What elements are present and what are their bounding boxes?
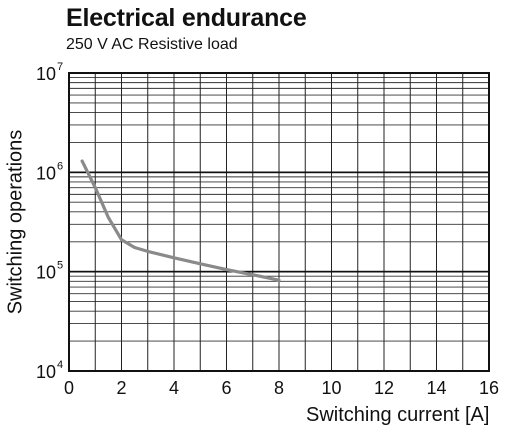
- chart-title: Electrical endurance: [66, 4, 307, 32]
- x-tick-label: 16: [479, 378, 499, 398]
- x-axis-label: Switching current [A]: [306, 404, 490, 426]
- x-tick-label: 4: [169, 378, 179, 398]
- y-tick-exponent: 7: [57, 61, 63, 73]
- x-tick-label: 2: [116, 378, 126, 398]
- y-tick-label: 10: [36, 163, 56, 183]
- y-tick-label: 10: [36, 362, 56, 382]
- x-tick-label: 6: [221, 378, 231, 398]
- y-tick-label: 10: [36, 263, 56, 283]
- y-tick-exponent: 4: [57, 359, 63, 371]
- series-line-0: [80, 159, 281, 282]
- series-layer: [80, 159, 281, 282]
- chart-subtitle: 250 V AC Resistive load: [66, 36, 238, 53]
- grid-major: [68, 72, 490, 372]
- x-tick-label: 0: [64, 378, 74, 398]
- x-tick-label: 12: [374, 378, 394, 398]
- y-tick-exponent: 5: [57, 260, 63, 272]
- x-tick-label: 8: [274, 378, 284, 398]
- x-tick-label: 10: [321, 378, 341, 398]
- y-tick-exponent: 6: [57, 160, 63, 172]
- x-tick-labels: 0 2 4 6 8 10 12 14 16: [64, 378, 499, 398]
- y-tick-label: 10: [36, 64, 56, 84]
- plot-frame: [68, 72, 490, 372]
- x-tick-label: 14: [426, 378, 446, 398]
